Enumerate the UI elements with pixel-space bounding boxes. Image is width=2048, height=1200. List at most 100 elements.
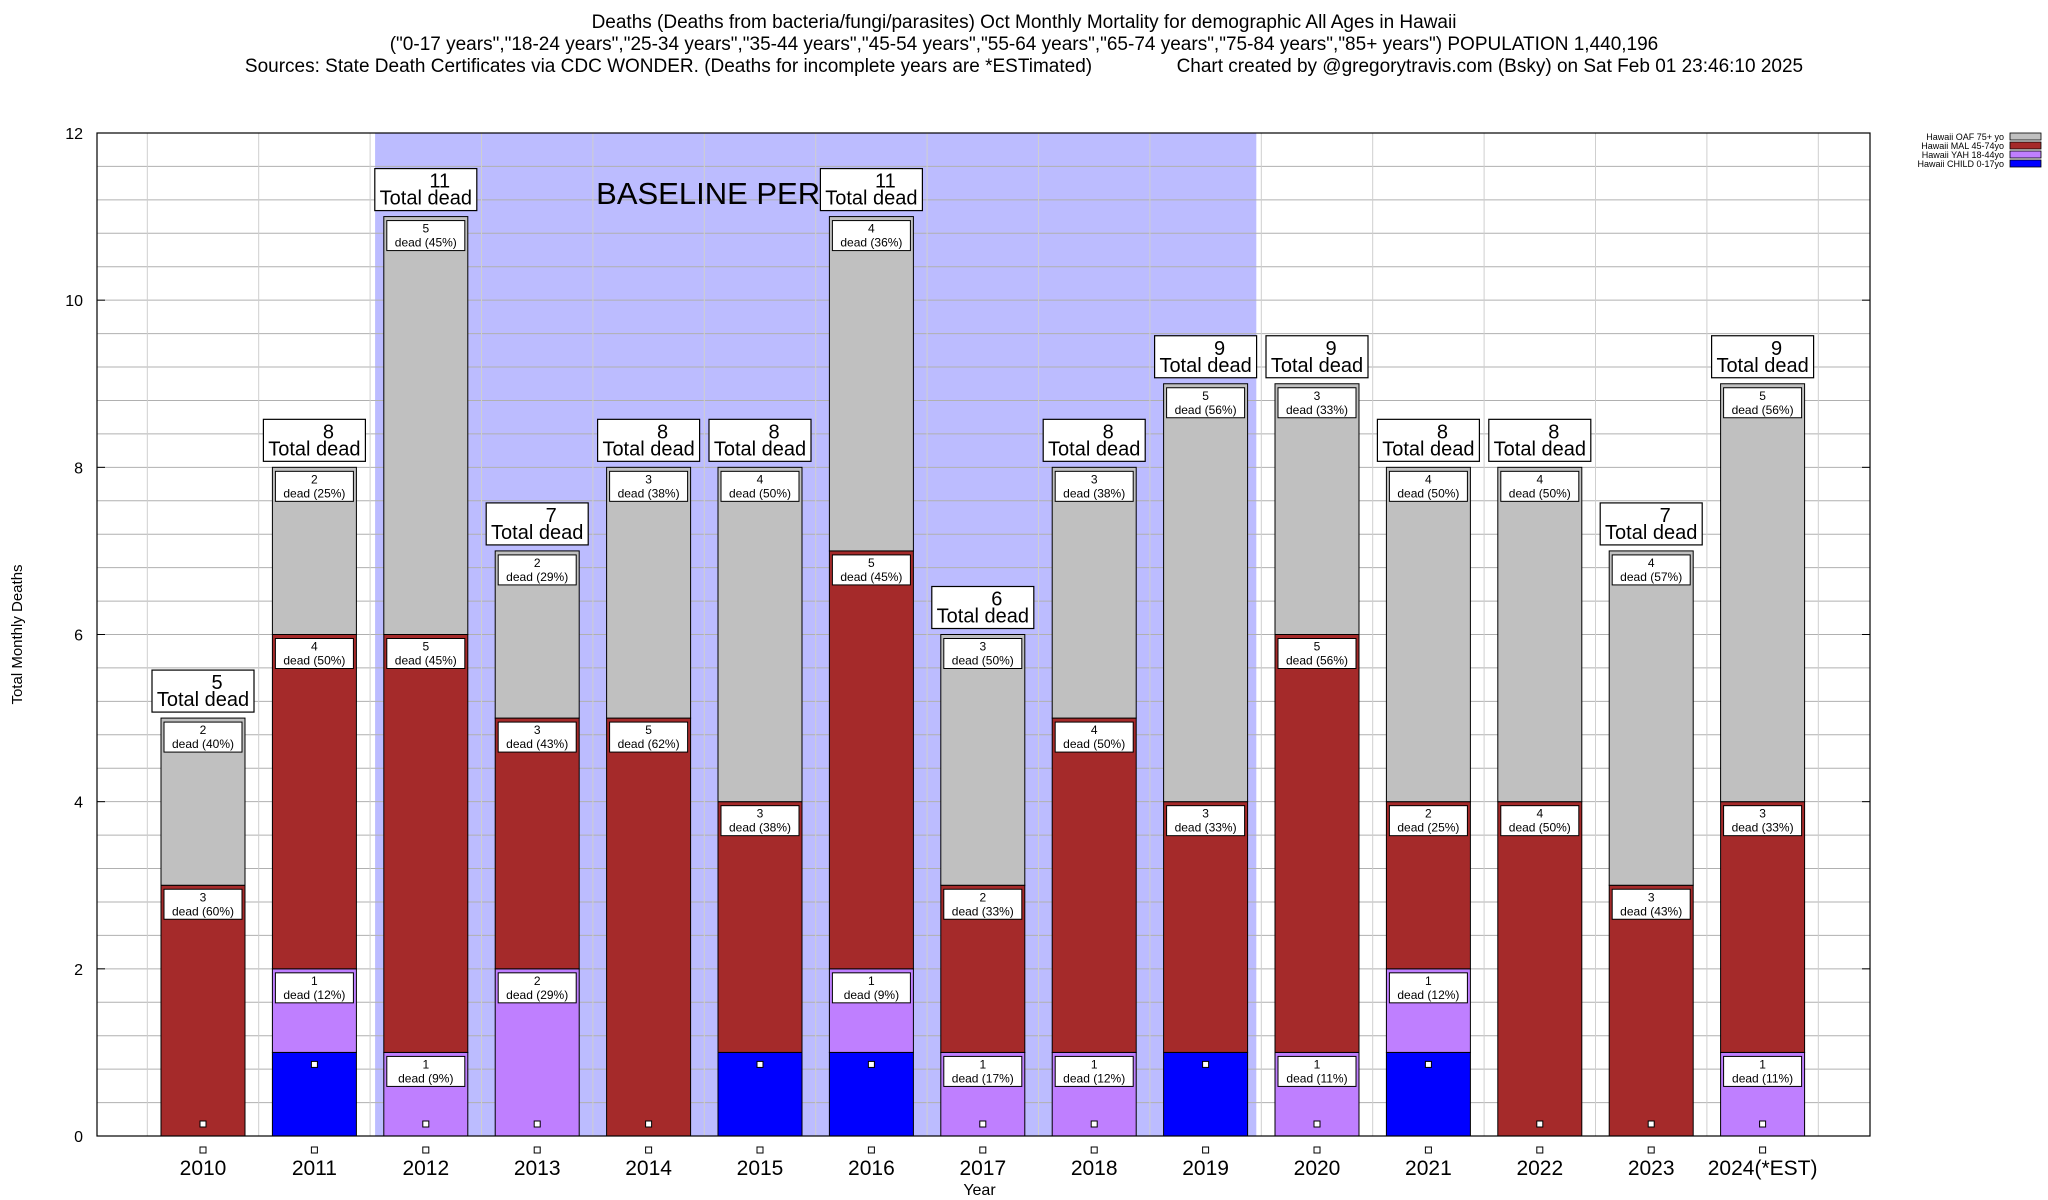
segment-count: 3 xyxy=(1202,807,1209,821)
bar-segment xyxy=(1163,1051,1249,1137)
segment-count: 2 xyxy=(979,890,986,904)
segment-label-box xyxy=(1500,805,1580,837)
segment-count: 1 xyxy=(1091,1057,1098,1071)
segment-text: dead (25%) xyxy=(1397,821,1459,835)
bar-segment xyxy=(1274,383,1360,635)
legend-label: Hawaii OAF 75+ yo xyxy=(1926,132,2004,142)
segment-text: dead (43%) xyxy=(506,737,568,751)
x-tick-marker xyxy=(1536,1146,1544,1154)
total-value: 9 xyxy=(1214,338,1225,360)
x-axis-label: Year xyxy=(963,1182,996,1199)
y-tick-label: 12 xyxy=(65,126,83,143)
total-suffix: Total dead xyxy=(714,438,806,460)
segment-label-box xyxy=(1611,554,1691,586)
segment-label-box xyxy=(831,220,911,252)
total-label-box xyxy=(1153,335,1258,379)
segment-label-box xyxy=(1277,638,1357,669)
y-tick-label: 6 xyxy=(74,628,83,645)
segment-label-box xyxy=(609,470,689,502)
total-suffix: Total dead xyxy=(268,438,360,460)
segment-label-box xyxy=(831,972,911,1004)
bar-segment xyxy=(1720,383,1806,803)
segment-label-box xyxy=(1500,470,1580,502)
total-value: 8 xyxy=(768,421,779,443)
total-label-box xyxy=(931,585,1035,630)
bar-segment xyxy=(1163,383,1249,803)
total-suffix: Total dead xyxy=(1159,355,1251,377)
total-suffix: Total dead xyxy=(1382,438,1474,460)
segment-count: 3 xyxy=(645,472,652,486)
bar-segment xyxy=(1608,550,1694,886)
legend-label: Hawaii YAH 18-44yo xyxy=(1922,150,2004,160)
bar-segment xyxy=(494,717,580,970)
total-suffix: Total dead xyxy=(602,438,694,460)
total-value: 11 xyxy=(875,171,896,193)
segment-label-box xyxy=(943,638,1023,669)
segment-count: 2 xyxy=(534,974,541,988)
x-tick-label: 2024(*EST) xyxy=(1708,1157,1818,1180)
segment-label-box xyxy=(831,554,911,586)
segment-count: 4 xyxy=(1536,807,1543,821)
segment-count: 1 xyxy=(311,974,318,988)
segment-label-box xyxy=(1388,470,1468,502)
segment-label-box xyxy=(497,721,577,753)
total-label-box xyxy=(596,418,701,462)
total-label-box xyxy=(1376,418,1481,462)
x-tick-label: 2015 xyxy=(737,1157,784,1180)
x-tick-label: 2011 xyxy=(292,1157,337,1180)
x-tick-marker xyxy=(199,1146,207,1154)
bar-segment xyxy=(383,216,469,635)
segment-count: 4 xyxy=(868,222,875,236)
total-suffix: Total dead xyxy=(491,522,583,544)
segment-text: dead (29%) xyxy=(506,988,568,1002)
bar-segment xyxy=(1720,801,1806,1053)
segment-text: dead (11%) xyxy=(1732,1071,1793,1085)
x-tick-label: 2012 xyxy=(402,1157,449,1180)
x-tick-label: 2017 xyxy=(959,1157,1006,1180)
segment-count: 3 xyxy=(1091,472,1098,486)
segment-count: 1 xyxy=(979,1057,986,1071)
x-tick-marker xyxy=(1759,1146,1767,1154)
segment-text: dead (38%) xyxy=(729,821,791,835)
segment-text: dead (25%) xyxy=(283,486,345,500)
segment-text: dead (36%) xyxy=(840,236,902,250)
segment-label-box xyxy=(274,972,354,1004)
x-tick-marker xyxy=(533,1146,541,1154)
segment-count: 1 xyxy=(868,974,875,988)
x-tick-label: 2013 xyxy=(514,1157,561,1180)
segment-label-box xyxy=(1723,387,1803,419)
segment-count: 2 xyxy=(311,472,318,486)
segment-text: dead (9%) xyxy=(844,988,899,1002)
bar-segment xyxy=(1608,884,1694,1137)
total-value: 9 xyxy=(1325,338,1336,360)
bar-segment xyxy=(1274,634,1360,1053)
segment-label-box xyxy=(1166,805,1246,837)
total-suffix: Total dead xyxy=(825,188,917,210)
segment-label-box xyxy=(720,470,800,502)
x-tick-label: 2022 xyxy=(1516,1157,1563,1180)
bar-segment xyxy=(940,634,1026,886)
segment-text: dead (45%) xyxy=(395,654,457,668)
total-value: 8 xyxy=(323,421,334,443)
bar-marker xyxy=(310,1060,318,1068)
segment-count: 4 xyxy=(757,472,764,486)
